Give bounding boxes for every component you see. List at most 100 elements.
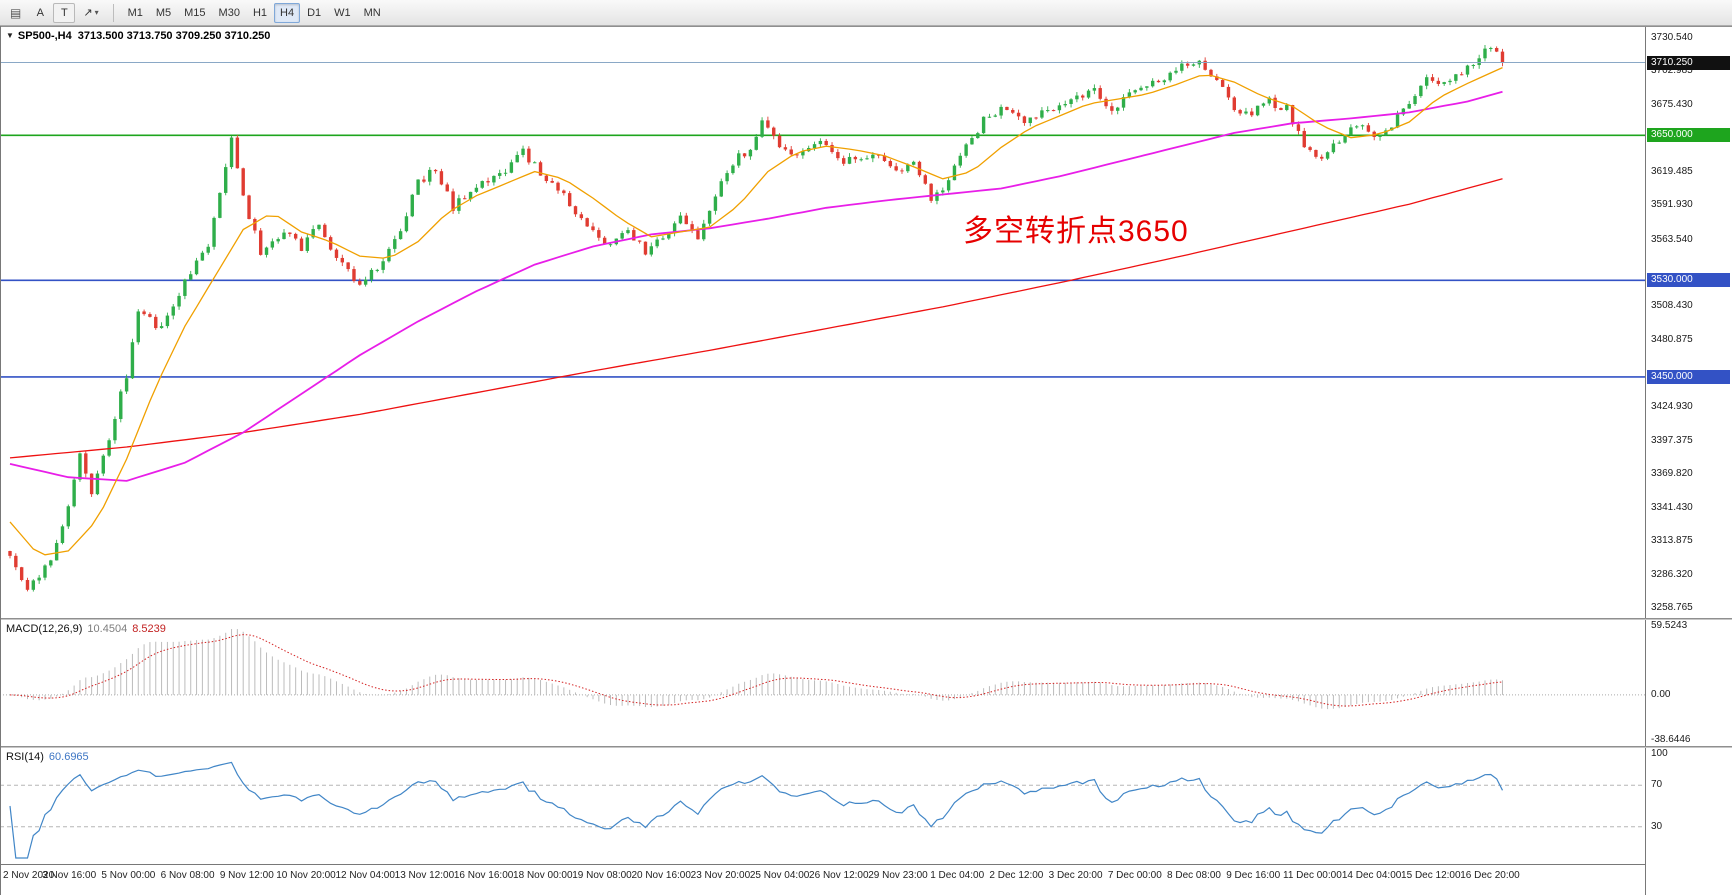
candle	[37, 577, 41, 581]
candle	[8, 551, 12, 556]
candle	[655, 239, 659, 247]
text-tool-button[interactable]: A	[36, 6, 45, 19]
chart-grid-icon[interactable]: ▤	[10, 5, 22, 20]
candle	[1244, 111, 1248, 114]
arrows-tool-button[interactable]: ↗ ▾	[77, 3, 104, 23]
timeframe-button-mn[interactable]: MN	[363, 6, 381, 19]
candle	[1424, 77, 1429, 86]
candle	[159, 326, 164, 329]
candle	[1360, 125, 1365, 127]
timeframe-button-m1[interactable]: M1	[127, 6, 143, 19]
time-axis-label: 2 Nov 2020	[3, 870, 55, 881]
macd-scale-label: 59.5243	[1651, 620, 1688, 631]
timeframe-button-m15[interactable]: M15	[184, 6, 206, 19]
candle	[649, 246, 653, 255]
time-axis-label: 2 Dec 12:00	[989, 870, 1044, 881]
candle	[1150, 80, 1155, 87]
timeframe-button-m5[interactable]: M5	[155, 6, 172, 19]
timeframe-button-m30[interactable]: M30	[218, 6, 240, 19]
main-chart-canvas[interactable]	[0, 26, 1645, 618]
rsi-canvas[interactable]	[0, 748, 1645, 864]
time-axis-label: 20 Nov 16:00	[631, 870, 691, 881]
candle	[847, 156, 852, 164]
candle	[597, 230, 601, 238]
macd-main-value: 10.4504	[87, 623, 128, 635]
candle	[1168, 72, 1172, 81]
macd-canvas[interactable]	[0, 620, 1645, 746]
candle	[1500, 51, 1505, 63]
candle	[1459, 74, 1464, 76]
price-tick-label: 3424.930	[1651, 401, 1693, 413]
price-scale[interactable]: 3730.540 3702.985 3675.430 3619.485 3591.930…	[1645, 26, 1732, 895]
candle	[894, 166, 898, 171]
candle	[987, 116, 992, 118]
candle	[731, 165, 735, 174]
time-axis-label: 10 Nov 20:00	[276, 870, 336, 881]
candle	[509, 162, 514, 173]
candle	[538, 162, 543, 176]
candle	[725, 173, 729, 182]
time-axis-label: 7 Dec 00:00	[1107, 870, 1162, 881]
candle	[1308, 147, 1312, 150]
timeframe-group: M1 M5 M15 M30 H1 H4 D1 W1 MN	[122, 2, 387, 23]
candle	[830, 144, 834, 153]
candle	[981, 116, 986, 134]
candle	[1331, 143, 1336, 153]
time-axis-label: 16 Nov 16:00	[453, 870, 514, 881]
timeframe-button-h1[interactable]: H1	[252, 6, 268, 19]
timeframe-button-d1[interactable]: D1	[307, 6, 322, 19]
candle	[795, 154, 799, 156]
time-axis[interactable]: 2 Nov 2020 3 Nov 16:00 5 Nov 00:00 6 Nov 08…	[0, 864, 1645, 895]
candle	[970, 138, 974, 145]
candle	[498, 173, 502, 176]
text-label-tool-button[interactable]: T	[53, 2, 76, 23]
candle	[171, 306, 175, 316]
candle	[457, 198, 461, 211]
candle	[1471, 65, 1476, 67]
candle	[183, 279, 187, 296]
candle	[626, 230, 630, 234]
time-axis-label: 11 Dec 00:00	[1283, 870, 1342, 881]
candle	[78, 453, 82, 480]
candle	[661, 238, 665, 240]
price-tick-label: 3480.875	[1651, 333, 1693, 345]
macd-signal-line	[9, 634, 1503, 707]
candle	[486, 181, 490, 183]
candle	[1349, 127, 1353, 135]
candle	[1384, 130, 1388, 136]
candle	[1069, 99, 1073, 105]
timeframe-button-w1[interactable]: W1	[334, 6, 351, 19]
candle	[1092, 88, 1097, 91]
candle	[707, 210, 712, 224]
candle	[632, 230, 636, 241]
candle	[1040, 110, 1044, 118]
candle	[1477, 58, 1481, 66]
candle	[772, 127, 776, 136]
timeframe-button-h4[interactable]: H4	[274, 2, 301, 23]
candle	[608, 244, 613, 246]
candle	[410, 194, 414, 217]
candle	[1139, 87, 1143, 91]
panel-divider-macd[interactable]	[0, 618, 1732, 620]
candle	[935, 192, 939, 201]
candle	[1430, 77, 1435, 81]
macd-signal-value: 8.5239	[132, 623, 166, 635]
time-axis-label: 25 Nov 04:00	[749, 870, 810, 881]
time-axis-label: 3 Nov 16:00	[42, 870, 97, 881]
candle	[1290, 105, 1295, 125]
candle	[1005, 106, 1009, 110]
time-axis-label: 9 Nov 12:00	[219, 870, 274, 881]
candle	[317, 224, 321, 230]
panel-divider-rsi[interactable]	[0, 746, 1732, 748]
candle	[533, 162, 537, 164]
candle	[1063, 104, 1067, 106]
candle	[550, 181, 554, 183]
candle	[288, 232, 292, 234]
candle	[258, 230, 263, 255]
candle	[492, 175, 496, 183]
rsi-scale-label: 100	[1651, 748, 1668, 759]
candle	[1366, 125, 1371, 132]
candle	[206, 246, 210, 253]
candle	[562, 190, 566, 194]
candle	[1343, 134, 1347, 143]
